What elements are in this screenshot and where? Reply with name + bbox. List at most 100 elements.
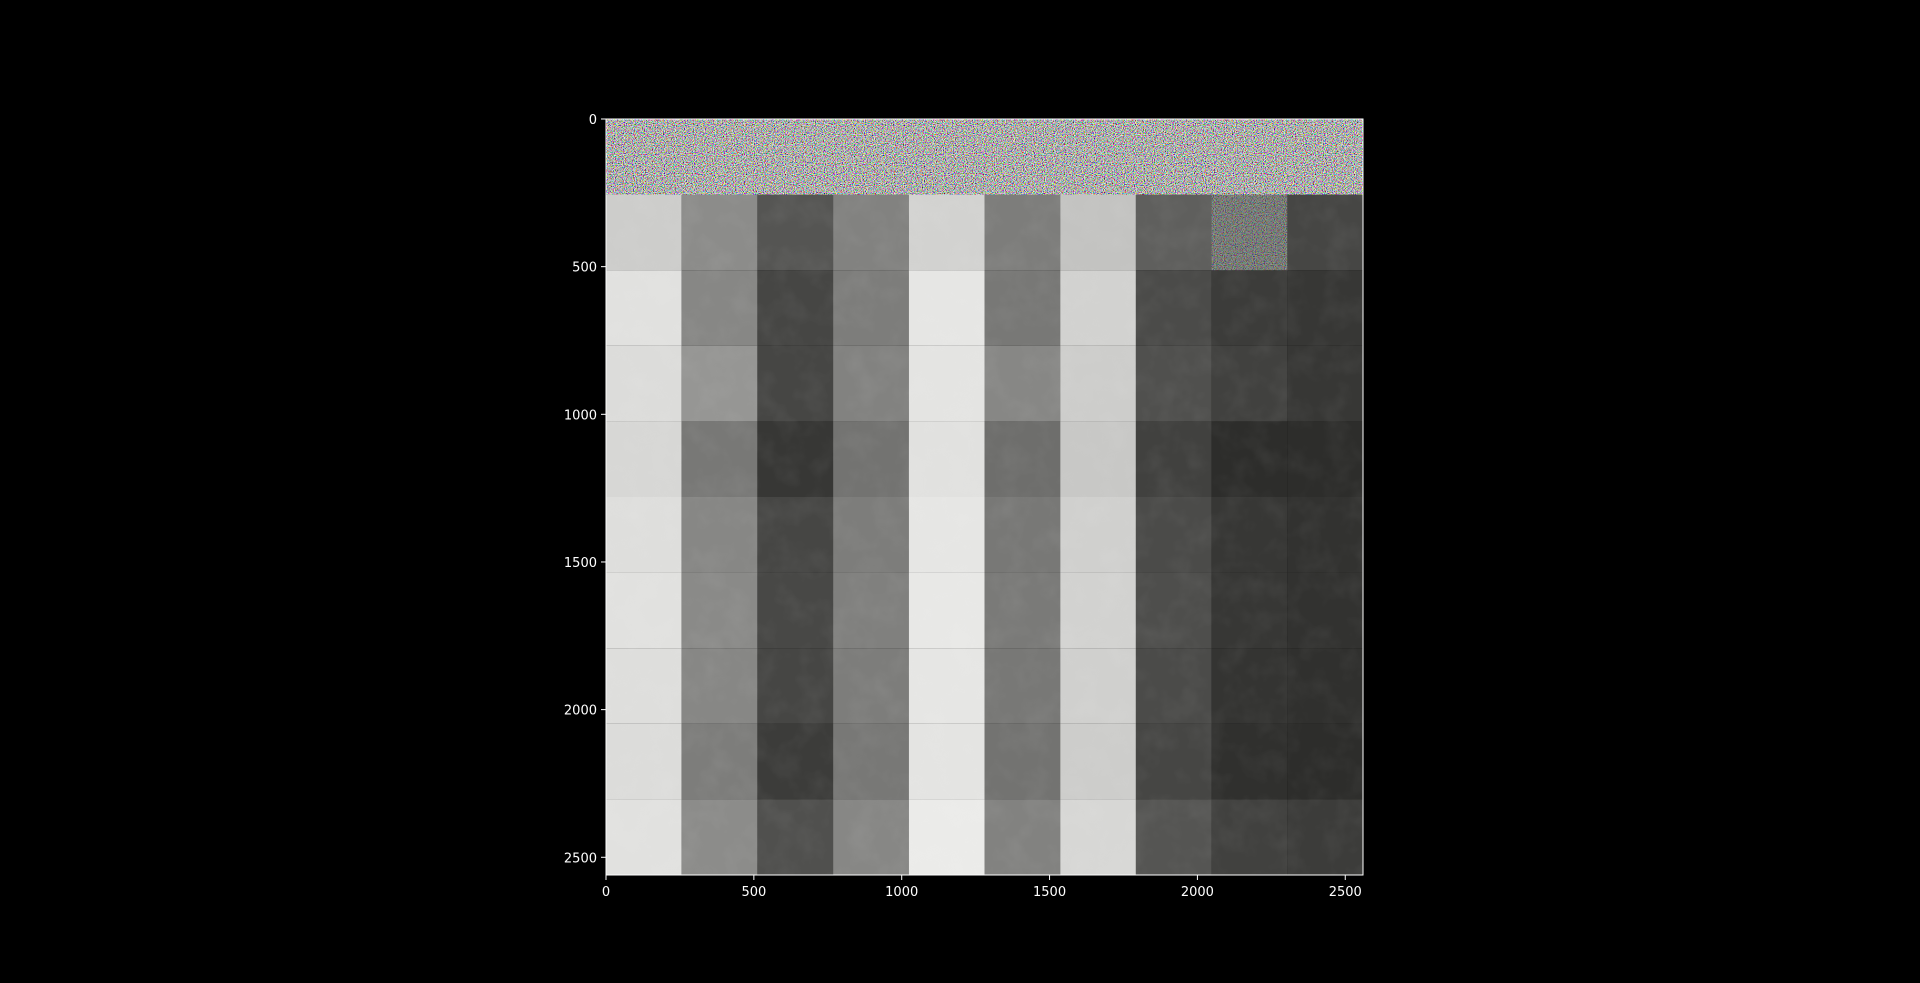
image-tile-r6-c9: [1287, 572, 1363, 649]
image-tile-r2-c3: [833, 270, 909, 346]
tile-texture: [1211, 799, 1288, 875]
image-tile-r1-c4: [908, 194, 985, 271]
x-tick-label: 1500: [1033, 885, 1066, 900]
image-tile-r6-c8: [1211, 572, 1288, 649]
image-tile-r3-c5: [984, 345, 1061, 422]
image-tile-r9-c2: [757, 799, 834, 875]
image-tile-r0-c5: [984, 119, 1061, 195]
tile-texture: [681, 194, 758, 271]
image-tile-r4-c9: [1287, 421, 1363, 497]
tile-texture: [908, 497, 985, 573]
image-tile-r3-c0: [606, 345, 682, 422]
tile-texture: [1060, 723, 1136, 800]
x-tick-label: 2500: [1329, 885, 1362, 900]
tile-texture: [833, 194, 909, 271]
tile-texture: [1060, 799, 1136, 875]
image-tile-r4-c5: [984, 421, 1061, 497]
image-tile-r1-c6: [1060, 194, 1136, 271]
tile-texture: [606, 194, 682, 271]
tile-texture: [1287, 648, 1363, 724]
image-tile-r9-c6: [1060, 799, 1136, 875]
tile-texture: [908, 799, 985, 875]
tile-texture: [681, 799, 758, 875]
image-tile-r8-c0: [606, 723, 682, 800]
tile-texture: [1135, 799, 1212, 875]
y-tick-label: 1500: [564, 556, 597, 571]
tile-texture: [757, 648, 834, 724]
tile-texture: [833, 497, 909, 573]
x-tick-label: 1000: [885, 885, 918, 900]
tile-texture: [1287, 270, 1363, 346]
tile-texture: [606, 345, 682, 422]
tile-texture: [606, 648, 682, 724]
y-tick-label: 2500: [564, 851, 597, 866]
tile-texture: [606, 270, 682, 346]
image-tile-r9-c1: [681, 799, 758, 875]
image-tile-r1-c9: [1287, 194, 1363, 271]
tile-texture: [1287, 799, 1363, 875]
tile-texture: [681, 497, 758, 573]
tile-texture: [681, 345, 758, 422]
x-tick-label: 0: [602, 885, 610, 900]
tile-texture: [833, 799, 909, 875]
tile-texture: [757, 723, 834, 800]
tile-texture: [908, 572, 985, 649]
plot-area: [606, 119, 1363, 875]
tile-texture: [1060, 421, 1136, 497]
image-tile-r0-c0: [606, 119, 682, 195]
image-tile-r2-c2: [757, 270, 834, 346]
tile-texture: [908, 421, 985, 497]
image-tile-r6-c7: [1135, 572, 1212, 649]
image-tile-r1-c0: [606, 194, 682, 271]
tile-texture: [984, 799, 1061, 875]
tile-texture: [1287, 723, 1363, 800]
image-tile-r5-c1: [681, 497, 758, 573]
tile-texture: [606, 723, 682, 800]
tile-texture: [1135, 723, 1212, 800]
noise-tile-texture: [1211, 119, 1288, 195]
image-tile-r9-c8: [1211, 799, 1288, 875]
image-tile-r3-c4: [908, 345, 985, 422]
image-tile-r3-c7: [1135, 345, 1212, 422]
image-tile-r8-c3: [833, 723, 909, 800]
tile-texture: [984, 497, 1061, 573]
noise-tile-texture: [984, 119, 1061, 195]
image-tile-r7-c2: [757, 648, 834, 724]
x-axis: 0 500 1000 1500 2000 2500: [602, 875, 1362, 900]
image-tile-r7-c4: [908, 648, 985, 724]
image-tile-r8-c2: [757, 723, 834, 800]
tile-texture: [833, 270, 909, 346]
tile-texture: [908, 270, 985, 346]
image-tile-r7-c7: [1135, 648, 1212, 724]
tile-texture: [1287, 345, 1363, 422]
tile-texture: [1135, 572, 1212, 649]
image-tile-r9-c5: [984, 799, 1061, 875]
tile-texture: [1287, 497, 1363, 573]
image-tile-r3-c3: [833, 345, 909, 422]
tile-texture: [984, 421, 1061, 497]
image-tile-r6-c4: [908, 572, 985, 649]
noise-tile-texture: [757, 119, 834, 195]
x-tick-label: 2000: [1181, 885, 1214, 900]
image-tile-r0-c9: [1287, 119, 1363, 195]
tile-texture: [833, 345, 909, 422]
noise-tile-texture: [1060, 119, 1136, 195]
image-tile-r8-c7: [1135, 723, 1212, 800]
tile-texture: [1135, 648, 1212, 724]
image-tile-r8-c5: [984, 723, 1061, 800]
image-tile-r5-c7: [1135, 497, 1212, 573]
image-tile-r3-c2: [757, 345, 834, 422]
image-tile-r2-c9: [1287, 270, 1363, 346]
image-tile-r1-c3: [833, 194, 909, 271]
noise-tile-texture: [1135, 119, 1212, 195]
noise-tile-texture: [1211, 194, 1288, 271]
noise-tile-texture: [1287, 119, 1363, 195]
image-tile-r0-c3: [833, 119, 909, 195]
image-tile-r4-c2: [757, 421, 834, 497]
tile-texture: [984, 345, 1061, 422]
noise-tile-texture: [908, 119, 985, 195]
image-tile-r6-c1: [681, 572, 758, 649]
tile-texture: [908, 723, 985, 800]
image-tile-r2-c4: [908, 270, 985, 346]
